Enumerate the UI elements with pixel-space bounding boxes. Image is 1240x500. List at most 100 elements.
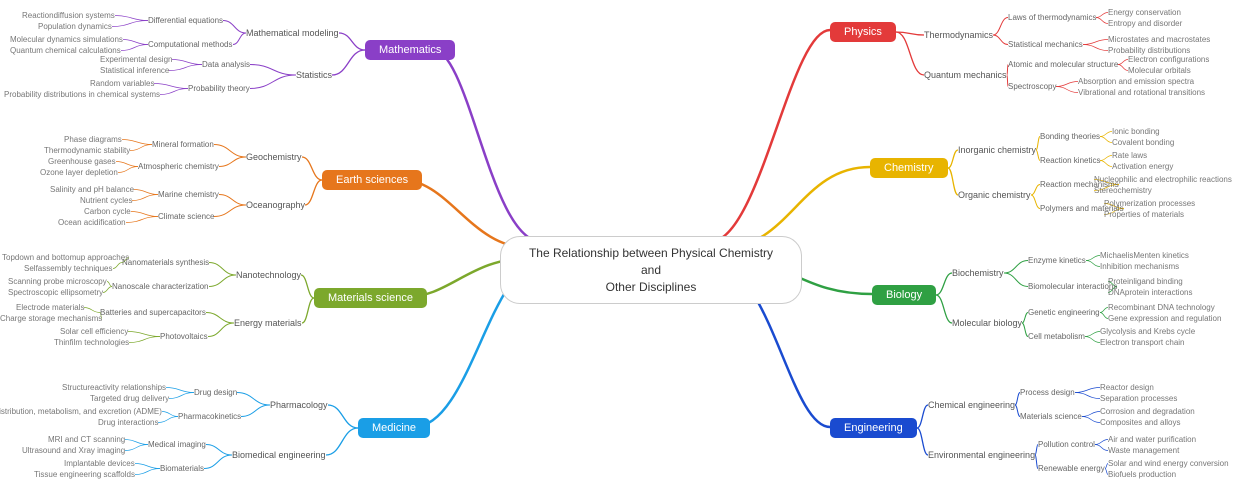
leaf-polymerization-processes: Polymerization processes xyxy=(1104,199,1195,208)
sub1-inorganic-chemistry: Inorganic chemistry xyxy=(958,145,1036,155)
leaf-charge-storage-mechanisms: Charge storage mechanisms xyxy=(0,314,102,323)
leaf-separation-processes: Separation processes xyxy=(1100,394,1177,403)
leaf-ultrasound-and-xray-imaging: Ultrasound and Xray imaging xyxy=(22,446,125,455)
leaf-topdown-and-bottomup-approaches: Topdown and bottomup approaches xyxy=(2,253,129,262)
sub2-marine-chemistry: Marine chemistry xyxy=(158,190,219,199)
sub2-mineral-formation: Mineral formation xyxy=(152,140,214,149)
leaf-ozone-layer-depletion: Ozone layer depletion xyxy=(40,168,118,177)
sub2-process-design: Process design xyxy=(1020,388,1075,397)
sub2-photovoltaics: Photovoltaics xyxy=(160,332,208,341)
leaf-targeted-drug-delivery: Targeted drug delivery xyxy=(90,394,169,403)
leaf-salinity-and-ph-balance: Salinity and pH balance xyxy=(50,185,134,194)
leaf-experimental-design: Experimental design xyxy=(100,55,172,64)
leaf-glycolysis-and-krebs-cycle: Glycolysis and Krebs cycle xyxy=(1100,327,1195,336)
discipline-materials: Materials science xyxy=(314,288,427,308)
leaf-random-variables: Random variables xyxy=(90,79,154,88)
leaf-carbon-cycle: Carbon cycle xyxy=(84,207,131,216)
sub2-nanomaterials-synthesis: Nanomaterials synthesis xyxy=(122,258,209,267)
discipline-mathematics: Mathematics xyxy=(365,40,455,60)
sub1-pharmacology: Pharmacology xyxy=(270,400,328,410)
leaf-drug-interactions: Drug interactions xyxy=(98,418,158,427)
leaf-statistical-inference: Statistical inference xyxy=(100,66,169,75)
leaf-composites-and-alloys: Composites and alloys xyxy=(1100,418,1180,427)
sub1-biochemistry: Biochemistry xyxy=(952,268,1004,278)
leaf-absorption,-distribution,-metabolism,-and-excretion-(adme): Absorption, distribution, metabolism, an… xyxy=(0,407,162,416)
sub2-drug-design: Drug design xyxy=(194,388,237,397)
sub1-geochemistry: Geochemistry xyxy=(246,152,302,162)
leaf-molecular-orbitals: Molecular orbitals xyxy=(1128,66,1191,75)
sub2-laws-of-thermodynamics: Laws of thermodynamics xyxy=(1008,13,1096,22)
center-topic: The Relationship between Physical Chemis… xyxy=(500,236,802,304)
leaf-spectroscopic-ellipsometry: Spectroscopic ellipsometry xyxy=(8,288,103,297)
leaf-structureactivity-relationships: Structureactivity relationships xyxy=(62,383,166,392)
leaf-microstates-and-macrostates: Microstates and macrostates xyxy=(1108,35,1210,44)
leaf-probability-distributions-in-chemical-systems: Probability distributions in chemical sy… xyxy=(4,90,160,99)
sub2-batteries-and-supercapacitors: Batteries and supercapacitors xyxy=(100,308,206,317)
sub2-nanoscale-characterization: Nanoscale characterization xyxy=(112,282,209,291)
leaf-energy-conservation: Energy conservation xyxy=(1108,8,1181,17)
sub1-biomedical-engineering: Biomedical engineering xyxy=(232,450,326,460)
sub1-molecular-biology: Molecular biology xyxy=(952,318,1022,328)
discipline-earth: Earth sciences xyxy=(322,170,422,190)
leaf-electron-configurations: Electron configurations xyxy=(1128,55,1209,64)
leaf-selfassembly-techniques: Selfassembly techniques xyxy=(24,264,113,273)
sub1-oceanography: Oceanography xyxy=(246,200,305,210)
leaf-ocean-acidification: Ocean acidification xyxy=(58,218,126,227)
leaf-solar-and-wind-energy-conversion: Solar and wind energy conversion xyxy=(1108,459,1229,468)
sub1-mathematical-modeling: Mathematical modeling xyxy=(246,28,339,38)
sub2-genetic-engineering: Genetic engineering xyxy=(1028,308,1100,317)
sub2-pharmacokinetics: Pharmacokinetics xyxy=(178,412,241,421)
leaf-solar-cell-efficiency: Solar cell efficiency xyxy=(60,327,128,336)
sub2-biomaterials: Biomaterials xyxy=(160,464,204,473)
sub2-cell-metabolism: Cell metabolism xyxy=(1028,332,1085,341)
leaf-covalent-bonding: Covalent bonding xyxy=(1112,138,1174,147)
sub2-renewable-energy: Renewable energy xyxy=(1038,464,1105,473)
sub2-climate-science: Climate science xyxy=(158,212,214,221)
leaf-electrode-materials: Electrode materials xyxy=(16,303,84,312)
sub1-quantum-mechanics: Quantum mechanics xyxy=(924,70,1007,80)
leaf-recombinant-dna-technology: Recombinant DNA technology xyxy=(1108,303,1215,312)
leaf-reactiondiffusion-systems: Reactiondiffusion systems xyxy=(22,11,115,20)
leaf-biofuels-production: Biofuels production xyxy=(1108,470,1176,479)
sub2-bonding-theories: Bonding theories xyxy=(1040,132,1100,141)
leaf-nutrient-cycles: Nutrient cycles xyxy=(80,196,132,205)
sub2-medical-imaging: Medical imaging xyxy=(148,440,206,449)
sub2-biomolecular-interactions: Biomolecular interactions xyxy=(1028,282,1117,291)
sub1-chemical-engineering: Chemical engineering xyxy=(928,400,1015,410)
sub2-computational-methods: Computational methods xyxy=(148,40,233,49)
leaf-greenhouse-gases: Greenhouse gases xyxy=(48,157,116,166)
leaf-reactor-design: Reactor design xyxy=(1100,383,1154,392)
leaf-quantum-chemical-calculations: Quantum chemical calculations xyxy=(10,46,121,55)
leaf-molecular-dynamics-simulations: Molecular dynamics simulations xyxy=(10,35,123,44)
leaf-tissue-engineering-scaffolds: Tissue engineering scaffolds xyxy=(34,470,135,479)
sub1-energy-materials: Energy materials xyxy=(234,318,302,328)
leaf-dnaprotein-interactions: DNAprotein interactions xyxy=(1108,288,1192,297)
sub2-statistical-mechanics: Statistical mechanics xyxy=(1008,40,1083,49)
sub2-reaction-kinetics: Reaction kinetics xyxy=(1040,156,1100,165)
leaf-ionic-bonding: Ionic bonding xyxy=(1112,127,1160,136)
sub2-pollution-control: Pollution control xyxy=(1038,440,1095,449)
leaf-probability-distributions: Probability distributions xyxy=(1108,46,1190,55)
leaf-corrosion-and-degradation: Corrosion and degradation xyxy=(1100,407,1195,416)
leaf-nucleophilic-and-electrophilic-reactions: Nucleophilic and electrophilic reactions xyxy=(1094,175,1232,184)
center-line-2: Other Disciplines xyxy=(606,280,697,294)
sub1-nanotechnology: Nanotechnology xyxy=(236,270,301,280)
leaf-rate-laws: Rate laws xyxy=(1112,151,1147,160)
sub2-atomic-and-molecular-structure: Atomic and molecular structure xyxy=(1008,60,1118,69)
sub2-atmospheric-chemistry: Atmospheric chemistry xyxy=(138,162,219,171)
leaf-stereochemistry: Stereochemistry xyxy=(1094,186,1152,195)
leaf-activation-energy: Activation energy xyxy=(1112,162,1173,171)
sub2-data-analysis: Data analysis xyxy=(202,60,250,69)
sub2-materials-science: Materials science xyxy=(1020,412,1082,421)
leaf-thermodynamic-stability: Thermodynamic stability xyxy=(44,146,130,155)
sub1-statistics: Statistics xyxy=(296,70,332,80)
discipline-chemistry: Chemistry xyxy=(870,158,948,178)
leaf-phase-diagrams: Phase diagrams xyxy=(64,135,122,144)
discipline-biology: Biology xyxy=(872,285,936,305)
leaf-thinfilm-technologies: Thinfilm technologies xyxy=(54,338,129,347)
discipline-medicine: Medicine xyxy=(358,418,430,438)
leaf-vibrational-and-rotational-transitions: Vibrational and rotational transitions xyxy=(1078,88,1205,97)
leaf-proteinligand-binding: Proteinligand binding xyxy=(1108,277,1183,286)
discipline-physics: Physics xyxy=(830,22,896,42)
sub1-environmental-engineering: Environmental engineering xyxy=(928,450,1035,460)
